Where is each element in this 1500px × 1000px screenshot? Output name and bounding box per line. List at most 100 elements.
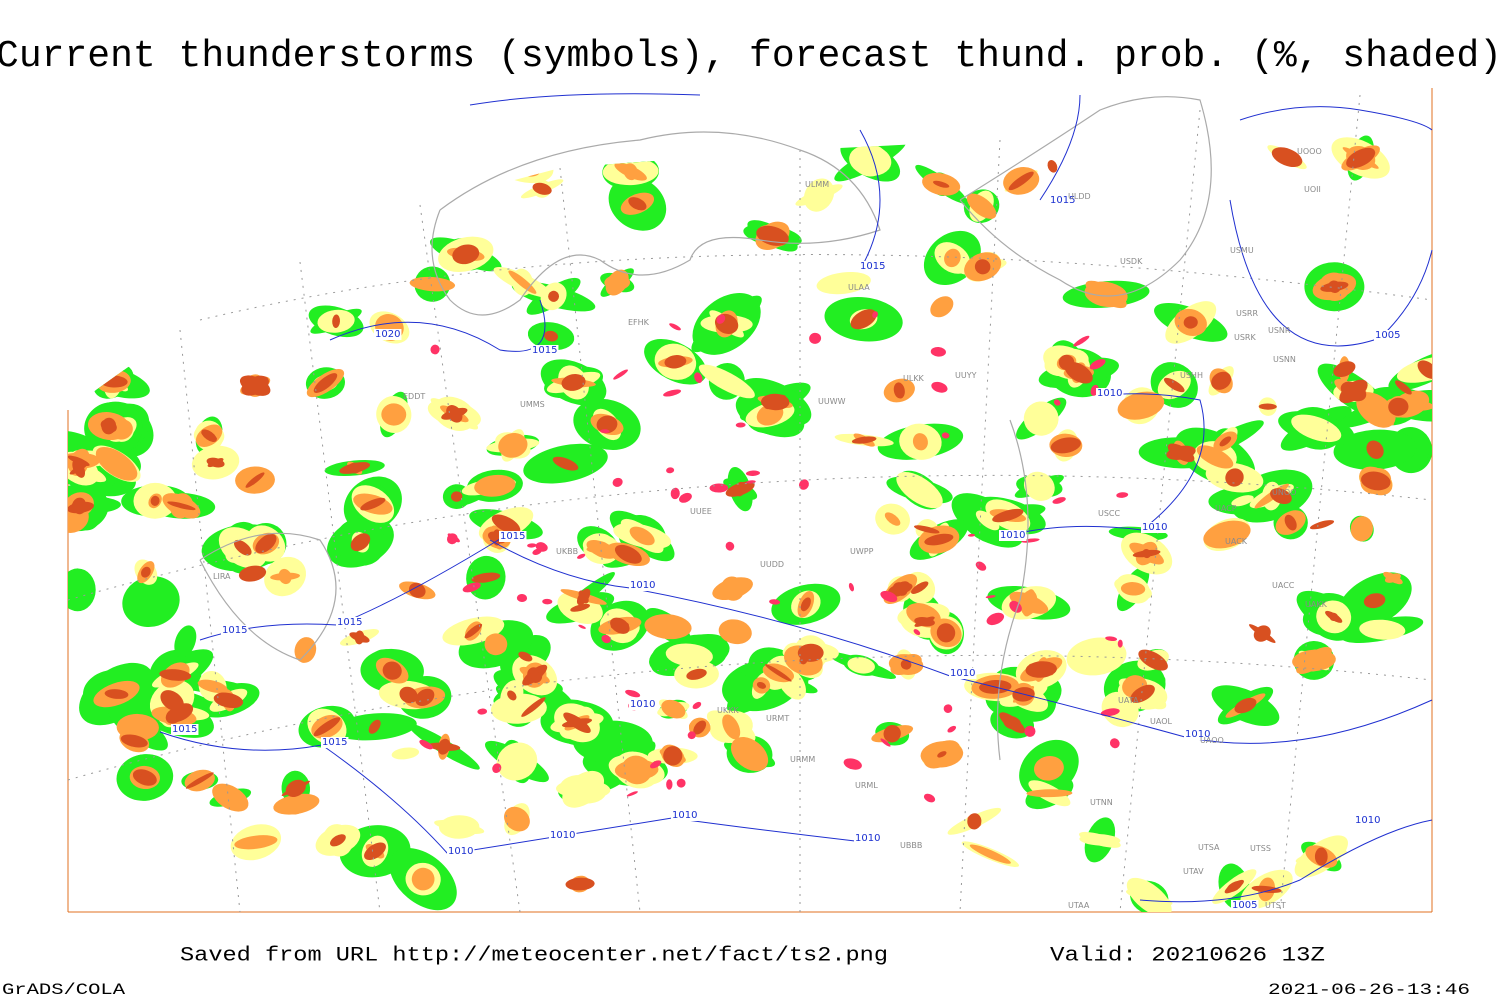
station-label: UTAV — [1183, 867, 1204, 876]
shade-blob — [614, 544, 642, 564]
shade-blob — [464, 623, 483, 639]
station-label: UNOO — [1272, 488, 1296, 497]
shade-blob — [913, 629, 921, 636]
shade-blob — [798, 479, 809, 490]
station-label: UATA — [1118, 696, 1139, 705]
shade-blob — [438, 815, 480, 839]
shade-blob — [1271, 147, 1303, 167]
shade-blob — [625, 689, 641, 698]
isobar — [329, 299, 546, 352]
shade-blob — [661, 699, 686, 719]
station-label: UWPP — [850, 547, 874, 556]
coast-east — [996, 419, 1029, 761]
shade-blob — [896, 472, 943, 509]
isobar-label-box — [221, 625, 249, 636]
isobar-label-box — [999, 530, 1027, 541]
shade-blob — [565, 877, 595, 891]
shade-blob — [947, 725, 957, 733]
shade-blob — [1350, 516, 1374, 542]
shade-blob — [542, 598, 553, 605]
shade-blob — [626, 791, 638, 797]
shade-blob — [427, 742, 461, 751]
shade-blob — [768, 231, 777, 241]
station-label: UUEE — [690, 507, 712, 516]
shade-blob — [142, 124, 170, 144]
shade-blob — [273, 793, 320, 815]
shade-blob — [663, 746, 683, 766]
station-label: UOOO — [1297, 147, 1322, 156]
isobar — [469, 93, 701, 106]
shade-blob — [1226, 880, 1243, 893]
station-label: EFHK — [628, 318, 650, 327]
shade-blob — [629, 526, 655, 546]
shade-blob — [1291, 414, 1342, 443]
shade-blob — [256, 537, 276, 550]
shade-blob — [610, 617, 630, 634]
station-label: UKBB — [556, 547, 578, 556]
shade-blob — [986, 612, 1005, 626]
shade-blob — [360, 497, 386, 511]
shade-blob — [576, 588, 591, 606]
shade-blob — [1211, 371, 1232, 390]
coast-west — [199, 532, 337, 661]
shade-blob — [756, 681, 766, 689]
shade-blob — [1374, 622, 1390, 637]
shade-blob — [848, 582, 855, 592]
isobar-label-box — [171, 724, 199, 735]
shade-blob — [1023, 471, 1055, 501]
shade-blob — [491, 514, 521, 534]
isobar-label: 1015 — [337, 617, 362, 628]
station-label: USRK — [1234, 333, 1256, 342]
isobar-label-box — [1141, 522, 1169, 533]
shade-blob — [1363, 593, 1386, 609]
shade-blob — [1219, 436, 1232, 447]
shade-blob — [992, 508, 1024, 523]
isobar-label: 1010 — [1355, 815, 1380, 826]
shade-blob — [1296, 646, 1332, 675]
isobar — [1139, 819, 1433, 903]
shade-blob — [687, 731, 696, 740]
isobar — [859, 129, 881, 271]
shade-blob — [141, 566, 151, 578]
shade-blob — [912, 433, 928, 451]
shade-blob — [734, 481, 746, 497]
shade-blob — [120, 734, 148, 748]
shade-blob — [448, 407, 460, 421]
shade-blob — [735, 422, 746, 428]
shade-blob — [914, 525, 940, 534]
shade-blob — [1025, 661, 1057, 678]
station-label: URMM — [790, 755, 815, 764]
shade-blob — [664, 355, 687, 369]
isobar-label: 1020 — [375, 329, 400, 340]
shade-blob — [160, 690, 184, 712]
isobar-label-box — [1184, 729, 1212, 740]
source-url: Saved from URL http://meteocenter.net/fa… — [180, 944, 888, 967]
isobar-label-box — [374, 329, 402, 340]
shade-blob — [1361, 471, 1391, 491]
shade-blob — [498, 432, 528, 458]
shade-blob — [911, 581, 929, 594]
shade-blob — [893, 382, 905, 399]
shade-blob — [577, 553, 586, 559]
shade-blob — [426, 277, 439, 291]
shade-blob — [1024, 725, 1036, 737]
shade-blob — [601, 634, 611, 644]
shade-blob — [159, 669, 192, 681]
isobar-label-box — [671, 810, 699, 821]
shade-blob — [153, 277, 176, 288]
station-label: UTSA — [1198, 843, 1220, 852]
isobar-labels: 1010 1010 1010 1010 1010 1010 1010 1010 … — [171, 195, 1402, 911]
shade-blob — [128, 722, 148, 732]
shade-blob — [769, 599, 781, 605]
shade-blob — [1203, 520, 1251, 549]
shade-blob — [185, 772, 214, 789]
shade-blob — [578, 624, 586, 629]
shade-blob — [490, 693, 547, 724]
shade-blob — [880, 738, 891, 747]
station-label: UKKK — [717, 706, 739, 715]
shade-blob — [104, 689, 129, 699]
shade-blob — [249, 377, 261, 394]
shade-blob — [135, 120, 176, 148]
shade-blob — [68, 501, 95, 514]
shade-blob — [605, 269, 629, 296]
